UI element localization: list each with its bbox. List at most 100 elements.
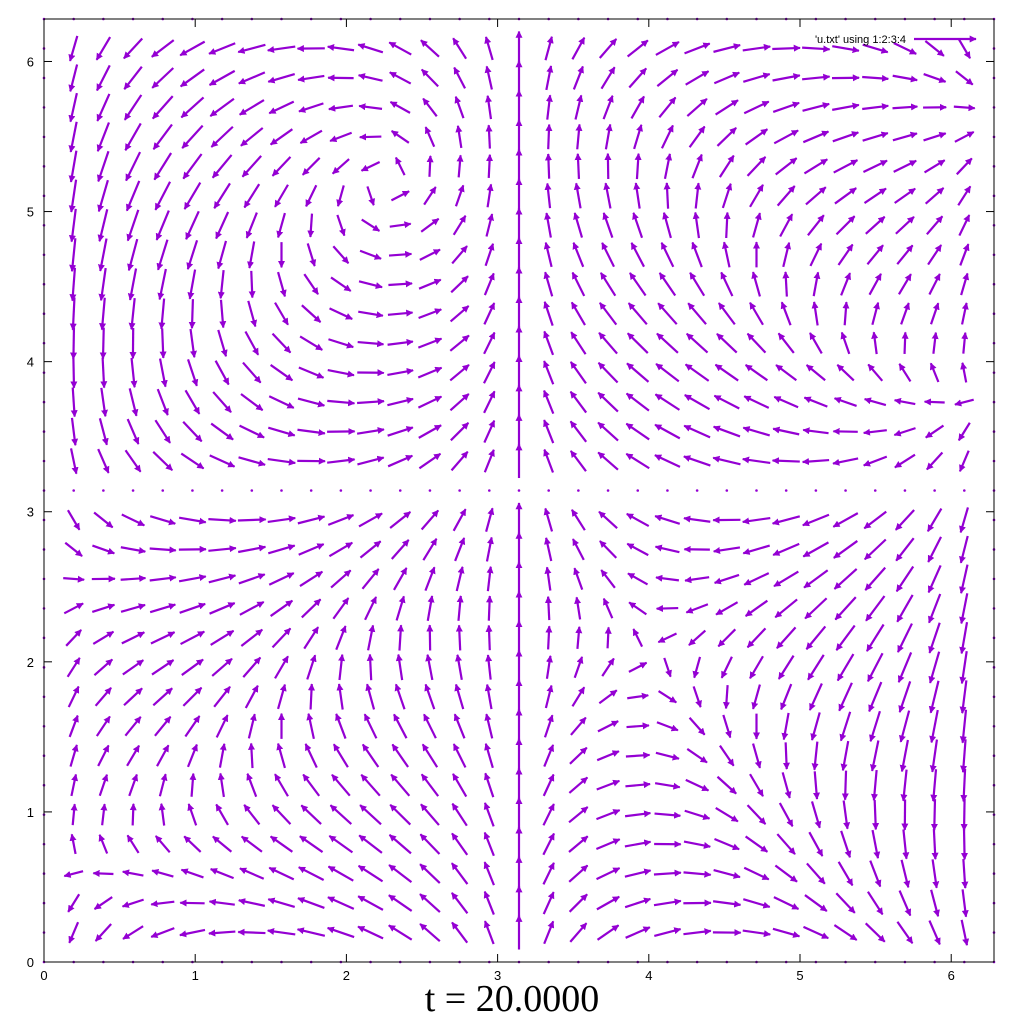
vector-arrow (241, 155, 262, 178)
vector-arrow (782, 241, 792, 268)
vector-arrow (269, 128, 294, 146)
vector-arrow (418, 308, 442, 320)
vector-arrow (654, 454, 681, 468)
vector-arrow (181, 124, 204, 149)
vector-arrow (683, 455, 711, 467)
vector-arrow (327, 44, 355, 52)
vector-arrow (630, 95, 645, 119)
vector-arrow (69, 833, 77, 855)
vector-arrow (219, 299, 227, 329)
vector-arrow (683, 870, 712, 878)
vector-arrow (626, 512, 650, 528)
vector-arrow (543, 714, 554, 738)
vector-arrow (713, 869, 741, 879)
vector-arrow (247, 713, 257, 739)
vector-arrow (98, 834, 109, 854)
vector-arrow (389, 511, 412, 529)
vector-arrow (332, 245, 350, 265)
vector-arrow (871, 829, 881, 859)
vector-arrow (420, 39, 440, 58)
vector-arrow (598, 332, 618, 355)
vector-arrow (544, 537, 553, 562)
vector-arrow (388, 894, 413, 912)
vector-arrow (390, 773, 411, 797)
vector-arrow (359, 804, 382, 826)
vector-arrow (98, 267, 107, 302)
vector-arrow (716, 126, 737, 147)
vector-arrow (387, 397, 414, 407)
vector-arrow (483, 831, 495, 857)
vector-arrow (686, 97, 708, 117)
vector-arrow (364, 596, 378, 621)
vector-arrow (597, 421, 619, 442)
vector-arrow (126, 744, 141, 767)
vector-arrow (772, 927, 801, 938)
vector-arrow (685, 778, 710, 792)
vector-arrow (772, 426, 800, 436)
vector-arrow (749, 655, 764, 679)
vector-arrow (838, 682, 853, 712)
vector-arrow (299, 835, 324, 853)
vector-arrow (210, 125, 234, 148)
vector-arrow (713, 573, 740, 585)
vector-arrow (871, 301, 880, 326)
vector-arrow (570, 716, 587, 736)
vector-arrow (603, 182, 612, 209)
grid-dot (903, 489, 907, 492)
vector-arrow (388, 250, 413, 258)
vector-arrow (832, 512, 859, 528)
vector-arrow (68, 35, 79, 62)
vector-arrow (454, 683, 465, 710)
vector-arrow (419, 248, 441, 261)
vector-arrow (869, 860, 882, 888)
vector-arrow (653, 869, 682, 877)
vector-arrow (866, 891, 884, 916)
vector-arrow (774, 598, 798, 619)
vector-arrow (330, 276, 352, 292)
vector-arrow (893, 42, 917, 55)
vector-arrow (423, 186, 437, 206)
vector-arrow (417, 395, 443, 409)
vector-arrow (569, 390, 588, 414)
grid-dot (458, 489, 461, 492)
x-tick-label: 3 (494, 968, 501, 983)
vector-arrow (684, 576, 710, 584)
vector-arrow (742, 456, 771, 465)
vector-arrow (92, 544, 116, 555)
vector-arrow (395, 653, 404, 681)
vector-arrow (422, 97, 438, 117)
vector-arrow (926, 451, 944, 471)
grid-dot (725, 489, 729, 492)
vector-arrow (425, 653, 434, 681)
vector-arrow (746, 627, 767, 649)
vector-arrow (124, 122, 142, 151)
plot-frame (43, 18, 995, 963)
vector-arrow (714, 363, 739, 382)
vector-arrow (247, 241, 256, 269)
vector-arrow (632, 628, 644, 648)
vector-arrow (303, 273, 319, 295)
vector-arrow (571, 686, 586, 707)
vector-arrow (306, 654, 317, 680)
vector-arrow (214, 360, 230, 386)
vector-arrow (749, 773, 764, 797)
vector-arrow (657, 632, 677, 644)
vector-arrow (420, 773, 440, 797)
vector-arrow (267, 458, 296, 466)
vector-arrow (329, 804, 353, 825)
vector-arrow (840, 272, 852, 296)
vector-arrow (450, 892, 469, 914)
vector-arrow (625, 781, 651, 789)
vector-arrow (154, 419, 172, 444)
grid-dot (161, 489, 165, 492)
vector-arrow (683, 840, 711, 849)
vector-arrow (124, 449, 142, 473)
vector-arrow (596, 779, 621, 791)
vector-arrow (743, 572, 770, 586)
vector-arrow (663, 153, 673, 180)
vector-arrow (302, 773, 321, 797)
vector-arrow (927, 564, 942, 594)
vector-arrow (685, 332, 709, 354)
vector-arrow (358, 280, 383, 290)
vector-arrow (802, 541, 830, 558)
